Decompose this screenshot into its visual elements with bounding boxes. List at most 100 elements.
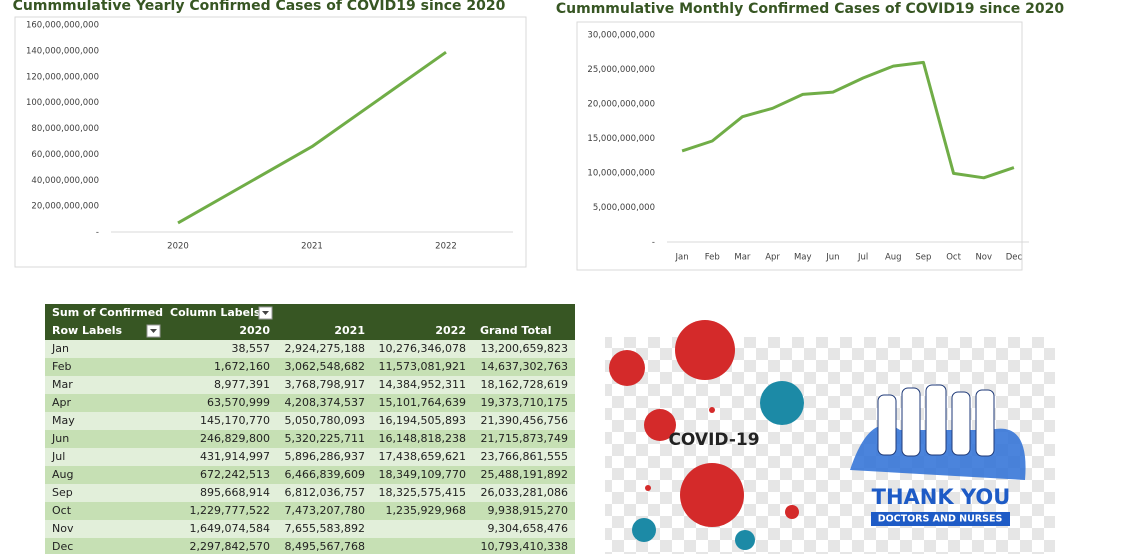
- y-tick-label: -: [96, 228, 99, 238]
- row-label: Apr: [52, 396, 72, 409]
- x-tick-label: May: [794, 253, 812, 263]
- line: [177, 50, 447, 225]
- column-header: 2021: [334, 324, 365, 337]
- row-label: Jan: [51, 342, 69, 355]
- column-header: 2022: [435, 324, 466, 337]
- x-tick-label: 2022: [435, 242, 457, 252]
- row-label: Mar: [52, 378, 73, 391]
- chart-title: Cummmulative Monthly Confirmed Cases of …: [556, 1, 1064, 17]
- table-cell: 5,050,780,093: [285, 414, 365, 427]
- table-header: [45, 304, 575, 340]
- table-cell: 23,766,861,555: [481, 450, 568, 463]
- table-cell: 2,924,275,188: [285, 342, 365, 355]
- table-cell: 895,668,914: [200, 486, 270, 499]
- row-label: Jun: [51, 432, 69, 445]
- table-cell: 21,715,873,749: [481, 432, 568, 445]
- x-tick-label: Nov: [975, 253, 992, 263]
- table-cell: 15,101,764,639: [379, 396, 466, 409]
- y-tick-label: 60,000,000,000: [31, 150, 99, 160]
- x-tick-label: Mar: [734, 253, 751, 263]
- table-cell: 18,325,575,415: [379, 486, 466, 499]
- image-subline: DOCTORS AND NURSES: [878, 514, 1003, 525]
- table-row: [45, 520, 575, 538]
- y-tick-label: 160,000,000,000: [26, 21, 99, 31]
- table-cell: 1,649,074,584: [190, 522, 270, 535]
- table-cell: 13,200,659,823: [481, 342, 568, 355]
- table-column-labels: Column Labels: [170, 306, 261, 319]
- y-tick-label: 20,000,000,000: [587, 100, 655, 110]
- table-cell: 4,208,374,537: [285, 396, 365, 409]
- table-row: [45, 502, 575, 520]
- table-row: [45, 376, 575, 394]
- y-tick-label: 10,000,000,000: [587, 169, 655, 179]
- table-cell: 1,229,777,522: [190, 504, 270, 517]
- y-tick-label: 40,000,000,000: [31, 176, 99, 186]
- table-cell: 7,473,207,780: [285, 504, 365, 517]
- table-cell: 16,148,818,238: [379, 432, 466, 445]
- x-tick-label: Jun: [825, 253, 839, 263]
- y-tick-label: -: [652, 238, 655, 248]
- table-cell: 9,304,658,476: [488, 522, 568, 535]
- table-cell: 25,488,191,892: [481, 468, 568, 481]
- table-cell: 672,242,513: [200, 468, 270, 481]
- table-row: [45, 430, 575, 448]
- table-cell: 8,977,391: [214, 378, 270, 391]
- table-row: [45, 448, 575, 466]
- row-label: Jul: [51, 450, 65, 463]
- table-cell: 3,768,798,917: [285, 378, 365, 391]
- table-cell: 6,466,839,609: [285, 468, 365, 481]
- table-row: [45, 340, 575, 358]
- chart-title: Cummmulative Yearly Confirmed Cases of C…: [13, 0, 506, 14]
- table-cell: 38,557: [232, 342, 271, 355]
- table-cell: 10,276,346,078: [379, 342, 466, 355]
- table-row: [45, 466, 575, 484]
- table-cell: 8,495,567,768: [285, 540, 365, 553]
- x-tick-label: Oct: [946, 253, 961, 263]
- x-tick-label: Jul: [857, 253, 868, 263]
- column-header: 2020: [239, 324, 270, 337]
- x-tick-label: 2020: [167, 242, 189, 252]
- table-cell: 246,829,800: [200, 432, 270, 445]
- chart-frame: [14, 16, 527, 268]
- y-tick-label: 120,000,000,000: [26, 72, 99, 82]
- y-tick-label: 100,000,000,000: [26, 98, 99, 108]
- chart-frame: [576, 21, 1023, 271]
- y-tick-label: 25,000,000,000: [587, 65, 655, 75]
- row-label: Oct: [52, 504, 72, 517]
- column-header: Grand Total: [480, 324, 551, 337]
- picture: COVID-19 THANK YOU DOCTORS AND NURSES: [605, 320, 1055, 554]
- table-cell: 6,812,036,757: [285, 486, 365, 499]
- table-cell: 16,194,505,893: [379, 414, 466, 427]
- row-label: Nov: [52, 522, 74, 535]
- table-cell: 26,033,281,086: [481, 486, 568, 499]
- table-cell: 5,896,286,937: [285, 450, 365, 463]
- table-cell: 17,438,659,621: [379, 450, 466, 463]
- y-tick-label: 20,000,000,000: [31, 202, 99, 212]
- table-row: [45, 358, 575, 376]
- x-tick-label: Dec: [1006, 253, 1023, 263]
- table-cell: 5,320,225,711: [285, 432, 365, 445]
- filter-arrow: [262, 311, 269, 315]
- table-row: [45, 394, 575, 412]
- table-cell: 431,914,997: [200, 450, 270, 463]
- filter-arrow: [150, 329, 157, 333]
- row-label: May: [52, 414, 75, 427]
- table-row: [45, 538, 575, 554]
- table-cell: 145,170,770: [200, 414, 270, 427]
- table-row: [45, 484, 575, 502]
- table-cell: 7,655,583,892: [285, 522, 365, 535]
- table-cell: 14,637,302,763: [481, 360, 568, 373]
- table-cell: 10,793,410,338: [481, 540, 568, 553]
- image-label: COVID-19: [668, 430, 759, 450]
- y-tick-label: 30,000,000,000: [587, 31, 655, 41]
- table-corner: Sum of Confirmed: [52, 306, 163, 319]
- y-tick-label: 15,000,000,000: [587, 134, 655, 144]
- x-tick-label: 2021: [301, 242, 323, 252]
- table-cell: 2,297,842,570: [190, 540, 270, 553]
- table-cell: 21,390,456,756: [481, 414, 568, 427]
- table-row: [45, 412, 575, 430]
- table-cell: 1,235,929,968: [386, 504, 466, 517]
- line: [681, 60, 1015, 180]
- y-tick-label: 80,000,000,000: [31, 124, 99, 134]
